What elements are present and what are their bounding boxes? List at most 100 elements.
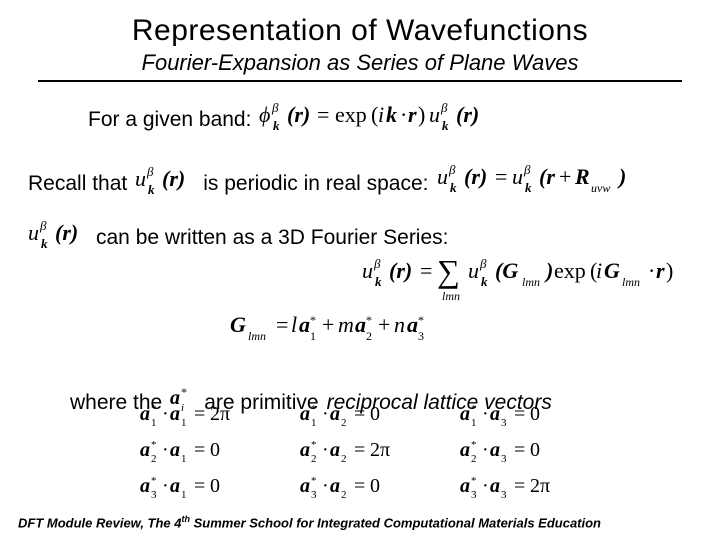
eqn-G-def: Glmn = la *1 + ma *2 + na *3	[230, 312, 490, 349]
svg-text:(r): (r)	[55, 220, 78, 245]
svg-text:a: a	[330, 403, 340, 425]
svg-text:u: u	[468, 258, 479, 283]
svg-text:1: 1	[310, 329, 316, 343]
svg-text:+: +	[559, 164, 571, 189]
svg-text:lmn: lmn	[248, 329, 266, 343]
svg-text:·: ·	[322, 439, 329, 461]
svg-text:(r): (r)	[456, 102, 479, 127]
svg-text:a: a	[140, 403, 150, 425]
svg-text:(r: (r	[539, 164, 555, 189]
svg-text:u: u	[437, 164, 448, 189]
svg-text:·: ·	[322, 475, 329, 497]
svg-text:a: a	[330, 439, 340, 461]
svg-text:a: a	[490, 403, 500, 425]
svg-text:=: =	[514, 403, 525, 425]
svg-text:=: =	[354, 439, 365, 461]
svg-text:3: 3	[418, 329, 424, 343]
svg-text:i: i	[596, 258, 602, 283]
svg-text:i: i	[378, 102, 384, 127]
svg-text:a: a	[299, 312, 310, 337]
svg-text:uvw: uvw	[591, 181, 610, 195]
text-periodic: is periodic in real space:	[203, 172, 428, 196]
svg-text:n: n	[394, 312, 405, 337]
svg-text:(r): (r)	[464, 164, 487, 189]
svg-text:·: ·	[400, 102, 407, 127]
svg-text:(r): (r)	[389, 258, 412, 283]
svg-text:β: β	[271, 100, 279, 115]
svg-text:r: r	[408, 102, 417, 127]
svg-text:r: r	[656, 258, 665, 283]
svg-text:k: k	[450, 180, 457, 195]
svg-text:2: 2	[341, 489, 347, 501]
svg-text:·: ·	[162, 475, 169, 497]
text-fourier: can be written as a 3D Fourier Series:	[96, 226, 449, 250]
svg-text:a: a	[300, 475, 310, 497]
svg-text:=: =	[317, 102, 329, 127]
svg-text:a: a	[170, 439, 180, 461]
svg-text:β: β	[479, 256, 487, 271]
svg-text:a: a	[170, 475, 180, 497]
slide-subtitle: Fourier-Expansion as Series of Plane Wav…	[28, 50, 692, 76]
eqn-u: u β k (r)	[135, 166, 195, 202]
svg-text:·: ·	[482, 439, 489, 461]
svg-text:2π: 2π	[210, 403, 230, 425]
svg-text:k: k	[148, 182, 155, 197]
svg-text:2: 2	[341, 417, 347, 429]
svg-text:(r): (r)	[287, 102, 310, 127]
svg-text:β: β	[373, 256, 381, 271]
svg-text:1: 1	[311, 417, 317, 429]
svg-text:·: ·	[482, 403, 489, 425]
svg-text:0: 0	[210, 439, 220, 461]
svg-text:): )	[666, 258, 673, 283]
footer-rest: Summer School for Integrated Computation…	[190, 515, 601, 530]
svg-text:0: 0	[370, 403, 380, 425]
svg-text:l: l	[291, 312, 297, 337]
svg-text:a: a	[140, 439, 150, 461]
svg-text:*: *	[366, 313, 372, 327]
svg-text:a: a	[407, 312, 418, 337]
svg-text:k: k	[375, 274, 382, 289]
svg-text:*: *	[151, 439, 157, 451]
svg-text:k: k	[481, 274, 488, 289]
svg-text:=: =	[276, 312, 288, 337]
svg-text:2: 2	[341, 453, 347, 465]
svg-text:*: *	[311, 403, 317, 415]
svg-text:=: =	[514, 439, 525, 461]
svg-text:(r): (r)	[162, 166, 185, 191]
footer-sup: th	[182, 514, 191, 524]
svg-text:a: a	[330, 475, 340, 497]
svg-text:*: *	[151, 475, 157, 487]
eqn-periodic: uβk (r) = uβk (r + Ruvw )	[437, 164, 647, 204]
svg-text:β: β	[440, 100, 448, 115]
svg-text:0: 0	[530, 439, 540, 461]
svg-text:1: 1	[151, 417, 157, 429]
svg-text:=: =	[354, 403, 365, 425]
svg-text:β: β	[146, 164, 154, 179]
eqn-u2: uβk (r)	[28, 220, 88, 256]
svg-text:k: k	[442, 118, 449, 133]
svg-text:·: ·	[322, 403, 329, 425]
svg-text:3: 3	[151, 489, 157, 501]
svg-text:1: 1	[471, 417, 477, 429]
svg-text:2: 2	[471, 453, 477, 465]
svg-text:u: u	[429, 102, 440, 127]
svg-text:a: a	[170, 403, 180, 425]
svg-text:u: u	[512, 164, 523, 189]
line-fourier: uβk (r) can be written as a 3D Fourier S…	[28, 220, 692, 256]
divider	[38, 80, 682, 82]
svg-text:u: u	[28, 220, 39, 245]
svg-text:β: β	[448, 162, 456, 177]
svg-text:G: G	[604, 258, 620, 283]
text-given-band: For a given band:	[88, 108, 251, 132]
svg-text:0: 0	[530, 403, 540, 425]
svg-text:*: *	[311, 439, 317, 451]
svg-text:3: 3	[501, 489, 507, 501]
svg-text:·: ·	[162, 439, 169, 461]
svg-text:m: m	[338, 312, 354, 337]
svg-text:a: a	[460, 439, 470, 461]
eqn-phi: ϕ β k (r) = exp (i k· r) u β k (r)	[259, 100, 559, 140]
footer-module: DFT Module Review	[18, 515, 140, 530]
svg-text:a: a	[300, 403, 310, 425]
svg-text:*: *	[418, 313, 424, 327]
svg-text:a: a	[490, 475, 500, 497]
